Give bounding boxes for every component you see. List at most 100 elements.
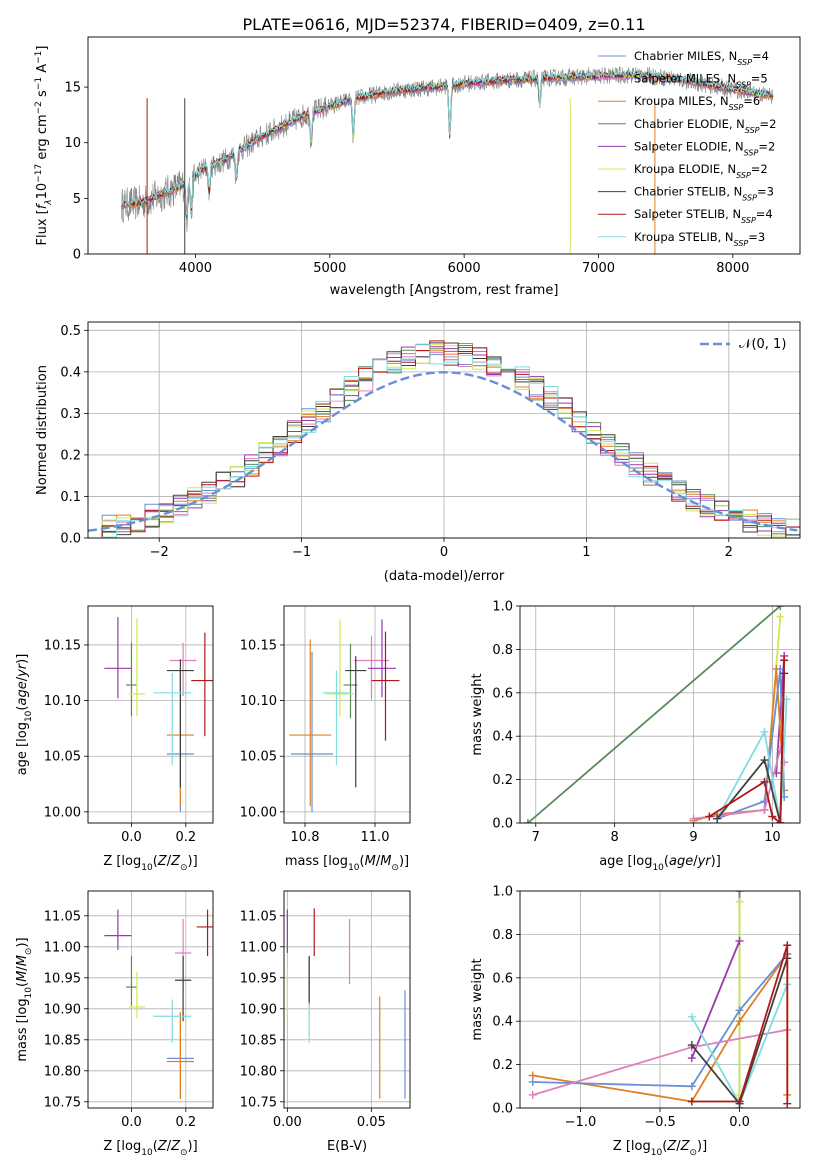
x-tick-label: 11.0 [361,830,390,845]
axes-frame [283,890,411,1109]
weight_vs_age-plot-area [523,606,791,823]
y-tick-label: 11.00 [44,940,81,955]
axes-frame [87,605,214,824]
mass-weight-marker [760,756,769,765]
normal-distribution-curve [88,371,798,532]
y-tick-label: 10.80 [44,1064,81,1079]
legend-label: Salpeter ELODIE, NSSP=2 [634,139,775,157]
weight_vs_Z-plot-area [528,891,792,1108]
x-tick-label: 0.2 [175,1115,196,1130]
legend-label: 𝒩(0, 1) [739,337,786,352]
spectrum-axes: 4000 5000 6000 7000 8000 0 5 10 15 [64,36,801,276]
y-tick-label: 10.80 [240,1064,277,1079]
mass-weight-marker [783,1099,792,1108]
x-tick-label: 2 [725,545,733,560]
axes-frame [519,605,801,824]
mass-weight-marker [528,1077,537,1086]
x-tick-label: 0.0 [729,1115,750,1130]
mass-weight-marker [687,1012,696,1021]
residuals-plot-area [88,340,800,538]
y-tick-label: 10.85 [44,1033,81,1048]
x-tick-label: 0.05 [357,1115,386,1130]
axes-frame [519,890,801,1109]
mass-weight-series [775,655,786,774]
mass-weight-marker [735,936,744,945]
x-tick-label: 0 [440,545,448,560]
x-tick-label: −1 [292,545,311,560]
y-tick-label: 0.0 [492,1102,513,1117]
y-tick-label: 0.8 [492,643,513,658]
y-tick-label: 0.0 [60,532,81,547]
mass-weight-marker [735,891,744,895]
mass-weight-marker [713,814,722,823]
y-tick-label: 11.00 [240,940,277,955]
x-tick-label: −1.0 [565,1115,597,1130]
y-tick-label: 0.8 [492,928,513,943]
axes-frame [87,36,801,255]
x-tick-label: 10.8 [291,830,320,845]
model-spectrum-line [121,70,774,216]
mass-weight-marker [735,897,744,906]
residuals-ylabel: Normed distribution [35,365,50,495]
mass-weight-marker [735,1017,744,1026]
x-tick-label: 7000 [582,261,615,276]
axes-frame [87,321,801,539]
ebv-xlabel: E(B-V) [327,1139,367,1154]
y-tick-label: 0.4 [492,730,513,745]
legend-label: Kroupa STELIB, NSSP=3 [634,230,765,248]
y-tick-label: 0.0 [492,817,513,832]
x-tick-label: 6000 [448,261,481,276]
age_vs_mass-plot-area [289,619,400,812]
mass-weight-marker [760,727,769,736]
mass-weight-marker [776,606,785,610]
y-tick-label: 10.15 [240,638,277,653]
mass-weight-marker [687,1041,696,1050]
y-tick-label: 5 [73,192,81,207]
y-tick-label: 0.5 [60,324,81,339]
y-tick-label: 10.00 [44,805,81,820]
y-tick-label: 10.05 [44,750,81,765]
y-tick-label: 1.0 [492,600,513,615]
y-tick-label: 0.2 [492,773,513,788]
y-tick-label: 11.05 [44,909,81,924]
mass-weight-marker [687,1054,696,1063]
x-tick-label: 4000 [179,261,212,276]
mass_vs_Z-axes: 0.0 0.2 10.75 10.80 10.85 10.90 10.95 11.00 11.0… [44,890,214,1130]
mass-weight-marker [783,941,792,950]
mass-weight-marker [776,819,785,823]
mass_vs_ebv-plot-area [286,908,406,1099]
legend-label: Chabrier MILES, NSSP=4 [634,49,769,67]
mass-weight-marker [687,1082,696,1091]
y-tick-label: 10.10 [44,694,81,709]
x-tick-label: 1 [582,545,590,560]
x-tick-label: 0.2 [175,830,196,845]
model-spectrum-line [121,69,774,216]
mass-weight-marker [760,805,769,814]
weight_vs_Z-axes: −1.0 −0.5 0.0 0.0 0.2 0.4 0.6 0.8 1.0 [492,885,801,1130]
x-tick-label: 8 [611,830,619,845]
spectrum-ylabel: Flux [fλ10−17 erg cm−2 s−1 A−1] [34,46,54,246]
y-tick-label: 10.15 [44,638,81,653]
legend-label: Salpeter MILES, NSSP=5 [634,72,768,90]
residuals-xlabel: (data-model)/error [384,569,505,584]
y-tick-label: 10.95 [44,971,81,986]
mass-weight-marker [760,777,769,786]
metallicity-xlabel: Z [log10(Z/Z⊙)] [103,1139,197,1158]
y-tick-label: 0.4 [492,1015,513,1030]
spectrum-xlabel: wavelength [Angstrom, rest frame] [330,283,559,298]
metallicity-xlabel: Z [log10(Z/Z⊙)] [103,854,197,873]
spectrum-legend: Chabrier MILES, NSSP=4 Salpeter MILES, NS… [598,49,776,247]
y-tick-label: 10.85 [240,1033,277,1048]
mass-weight-marker [735,1006,744,1015]
x-tick-label: 10 [764,830,781,845]
mass-weight-marker [768,812,777,821]
y-tick-label: 10.75 [44,1095,81,1110]
y-tick-label: 0.3 [60,407,81,422]
residuals-axes: −2 −1 0 1 2 0.0 0.1 0.2 0.3 0.4 0.5 [60,321,801,560]
mass-weight-marker [735,1097,744,1106]
x-tick-label: 8000 [716,261,749,276]
age-ylabel: age [log10(age/yr)] [15,654,34,776]
mass_vs_Z-plot-area [104,909,213,1099]
metallicity-xlabel: Z [log10(Z/Z⊙)] [613,1139,707,1158]
mass-weight-series [690,940,741,1059]
